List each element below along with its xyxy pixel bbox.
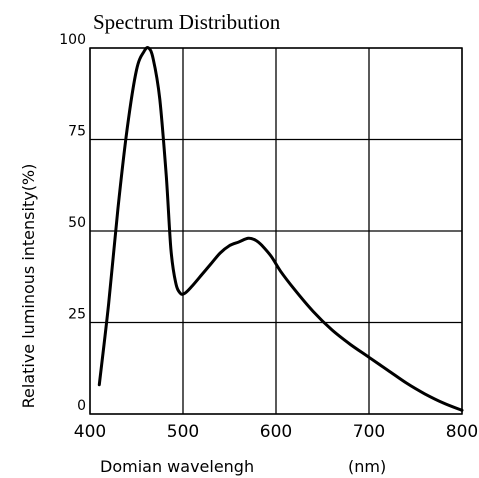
x-tick-label: 800 <box>446 422 478 442</box>
x-tick-label: 600 <box>260 422 292 442</box>
y-tick-label: 50 <box>68 215 86 231</box>
y-tick-label: 75 <box>68 124 86 140</box>
x-axis-unit: (nm) <box>348 457 386 476</box>
y-tick-label: 100 <box>59 32 86 48</box>
y-tick-label: 25 <box>68 307 86 323</box>
x-tick-labels: 400 500 600 700 800 <box>74 422 478 442</box>
x-tick-label: 700 <box>353 422 385 442</box>
plot-frame <box>89 47 463 415</box>
y-axis-label: Relative luminous intensity(%) <box>19 164 38 409</box>
x-axis-label: Domian wavelengh <box>100 457 254 476</box>
grid-lines <box>89 47 463 415</box>
x-tick-label: 500 <box>167 422 199 442</box>
chart-title: Spectrum Distribution <box>93 10 281 34</box>
x-tick-label: 400 <box>74 422 106 442</box>
y-tick-label: 0 <box>77 398 86 414</box>
y-tick-labels: 0 25 50 75 100 <box>59 32 86 414</box>
series-line <box>97 46 464 412</box>
